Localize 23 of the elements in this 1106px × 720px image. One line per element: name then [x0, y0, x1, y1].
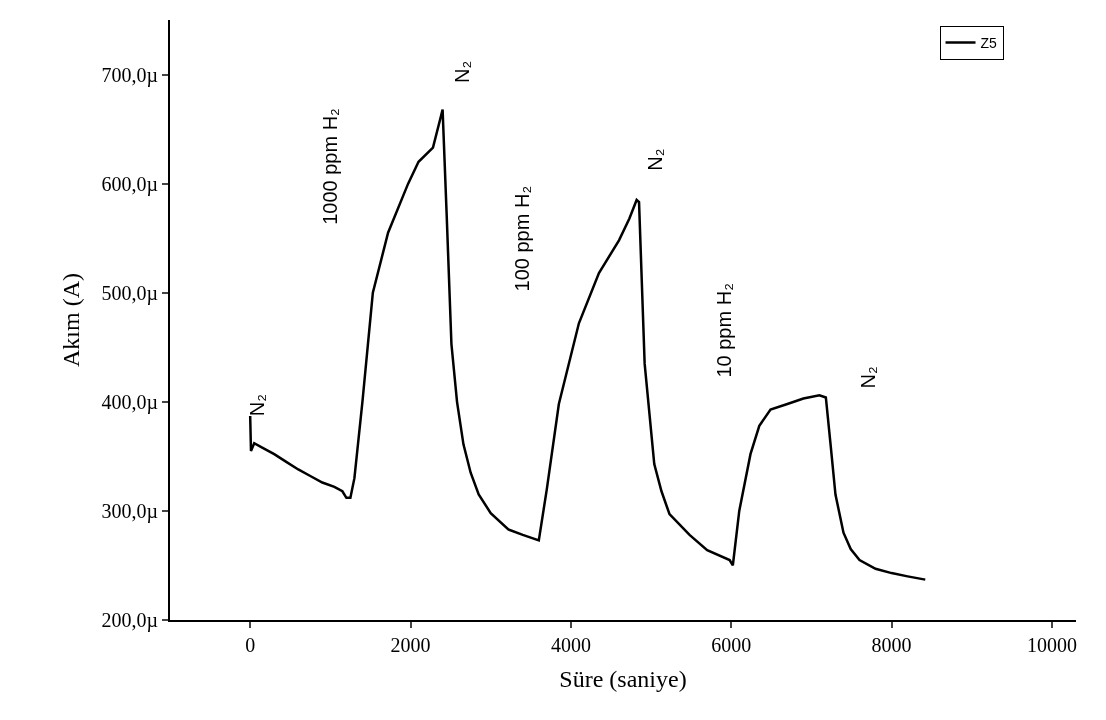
y-tick-label: 500,0µ [101, 281, 158, 305]
y-tick-label: 700,0µ [101, 63, 158, 87]
annotation: 1000 ppm H₂ [318, 108, 341, 225]
annotation: 10 ppm H₂ [712, 283, 735, 378]
y-tick-label: 600,0µ [101, 172, 158, 196]
annotation: N₂ [451, 60, 474, 84]
annotation: N₂ [246, 394, 269, 417]
y-tick-label: 400,0µ [101, 390, 158, 414]
x-tick-label: 4000 [550, 634, 591, 656]
annotation: N₂ [856, 366, 879, 389]
x-tick-label: 6000 [711, 634, 752, 656]
annotation: N₂ [643, 148, 666, 171]
y-axis-title: Akım (A) [58, 273, 85, 367]
y-tick-label: 200,0µ [101, 609, 158, 632]
x-tick-label: 8000 [871, 634, 912, 656]
x-axis-title: Süre (saniye) [559, 665, 687, 692]
annotation: 100 ppm H₂ [511, 185, 534, 292]
x-tick-label: 10000 [1026, 634, 1077, 656]
x-tick-label: 2000 [390, 634, 431, 656]
line-series [248, 108, 927, 581]
legend-label: Z5 [980, 35, 998, 52]
x-tick-label: 0 [245, 634, 256, 656]
y-tick-label: 300,0µ [101, 499, 158, 523]
